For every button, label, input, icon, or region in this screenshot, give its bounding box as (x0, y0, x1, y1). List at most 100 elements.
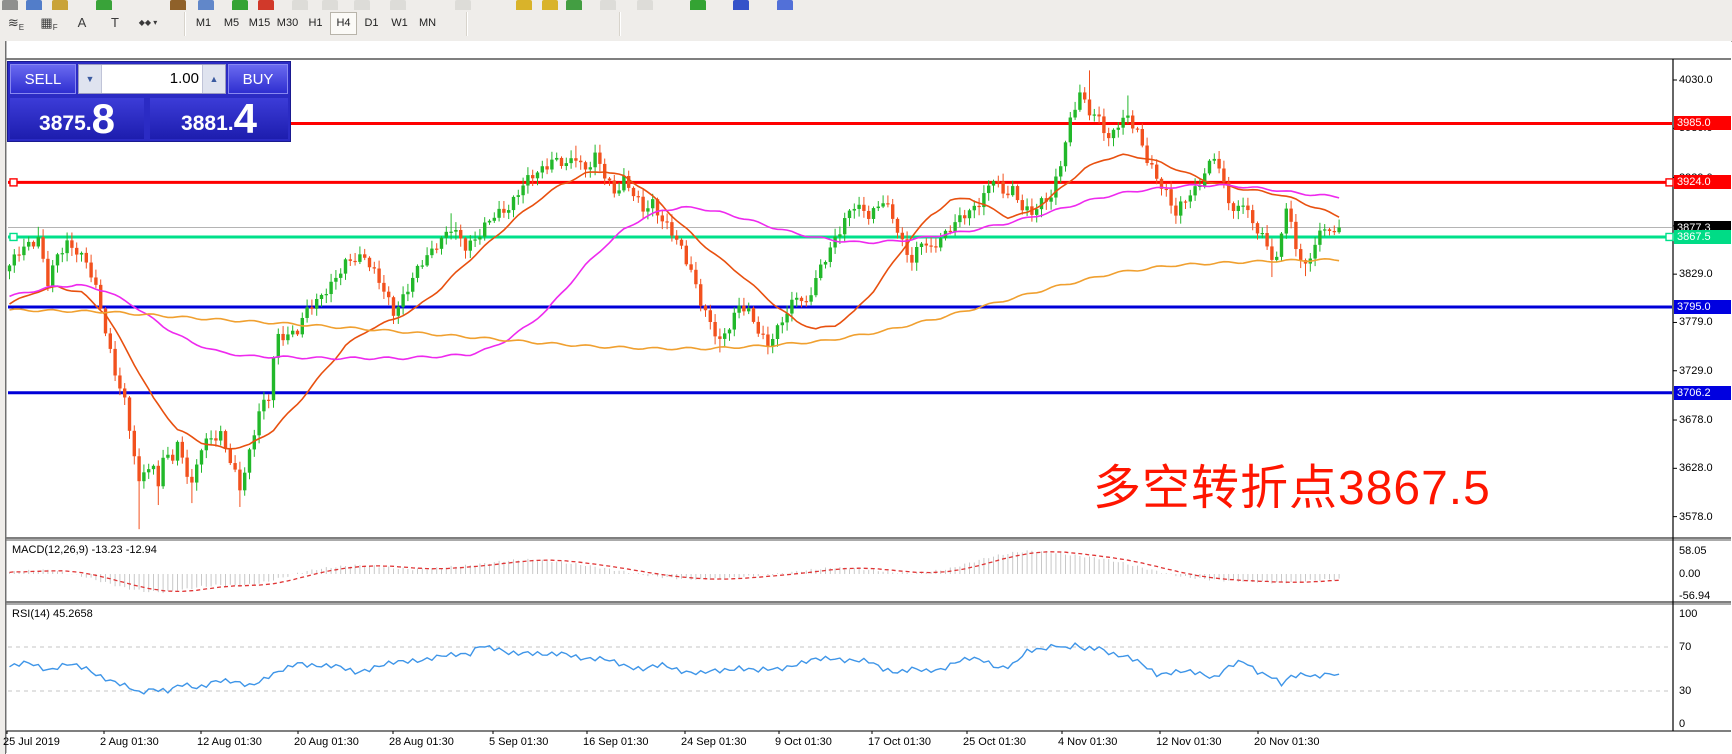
key-icon[interactable] (516, 0, 532, 10)
candle-body (651, 199, 655, 209)
candle-body (7, 265, 12, 272)
price-badge-3795.0: 3795.0 (1674, 300, 1731, 314)
candle-body (828, 247, 832, 262)
candle-body (502, 208, 506, 213)
volume-increase-button[interactable]: ▲ (202, 65, 225, 93)
candle-body (444, 231, 448, 238)
candle-body (574, 158, 578, 161)
candle-body (497, 208, 501, 218)
sell-button[interactable]: SELL (10, 64, 76, 94)
buy-button[interactable]: BUY (228, 64, 288, 94)
candle-body (939, 238, 943, 248)
toolbar-button-icon[interactable] (455, 0, 471, 10)
volume-input[interactable]: 1.00 (169, 70, 199, 87)
hline-handle[interactable] (1665, 178, 1674, 187)
candle-body (401, 294, 405, 307)
zoom-icon[interactable] (52, 0, 68, 10)
candle-body (679, 239, 684, 246)
candle-body (953, 222, 957, 233)
toolbar-separator (619, 12, 621, 36)
candle-body (564, 163, 568, 166)
candle-body (963, 215, 967, 219)
candle-body (406, 291, 410, 295)
pencil-icon[interactable] (542, 0, 558, 10)
toolbar-button-icon[interactable] (390, 0, 406, 10)
timeframe-button-w1[interactable]: W1 (391, 17, 408, 29)
history-icon[interactable] (170, 0, 186, 10)
macd-axis-label: 58.05 (1679, 545, 1707, 557)
candle-body (142, 472, 146, 482)
candle-body (780, 322, 784, 326)
candle-body (718, 336, 722, 339)
volume-decrease-button[interactable]: ▼ (79, 65, 102, 93)
crosshair-lines-icon[interactable]: ≋E (7, 15, 25, 32)
autotrade-icon[interactable] (232, 0, 248, 10)
candle-body (862, 204, 866, 211)
candle-body (1222, 168, 1226, 183)
candle-body (1020, 200, 1024, 211)
stop-icon[interactable] (258, 0, 274, 10)
buy-price-display[interactable]: 3881 . 4 (150, 98, 288, 140)
candle-body (1188, 195, 1192, 202)
text-label-icon[interactable]: A (77, 15, 87, 30)
timeframe-button-m1[interactable]: M1 (195, 17, 212, 29)
candle-body (271, 357, 276, 401)
toolbar-button-icon[interactable] (637, 0, 653, 10)
candle-body (1284, 208, 1288, 234)
chart-window-icon[interactable] (26, 0, 42, 10)
candle-body (262, 399, 266, 412)
add-icon[interactable] (96, 0, 112, 10)
hline-handle[interactable] (1665, 232, 1674, 242)
candle-body (353, 260, 357, 263)
sell-price-display[interactable]: 3875 . 8 (10, 98, 144, 140)
layers-icon[interactable] (566, 0, 582, 10)
toolbar-button-icon[interactable] (354, 0, 370, 10)
hline-handle[interactable] (9, 178, 18, 187)
timeframe-button-h4[interactable]: H4 (330, 12, 357, 35)
hline-handle[interactable] (9, 232, 18, 242)
tray-icon[interactable] (198, 0, 214, 10)
toolbar-button-icon[interactable] (600, 0, 616, 10)
candle-body (641, 196, 645, 212)
timeframe-button-h1[interactable]: H1 (308, 17, 323, 29)
new-chart-icon[interactable] (2, 0, 18, 10)
candle-body (27, 241, 31, 247)
candle-body (1135, 128, 1140, 130)
candle-body (257, 411, 261, 436)
candle-body (732, 312, 736, 330)
ellipse-tool-icon[interactable] (733, 0, 749, 10)
candle-body (737, 305, 741, 313)
candle-body (871, 208, 876, 219)
timeframe-button-mn[interactable]: MN (418, 17, 437, 29)
candle-body (171, 454, 175, 461)
candle-body (430, 248, 434, 256)
grid-icon[interactable]: ▦F (40, 15, 58, 32)
timeframe-button-m5[interactable]: M5 (223, 17, 240, 29)
one-click-trading-panel: SELL ▼ 1.00 ▲ BUY 3875 . 8 3881 . 4 (8, 62, 290, 141)
candle-body (1327, 229, 1332, 232)
timeframe-button-m15[interactable]: M15 (248, 17, 271, 29)
candle-body (180, 441, 184, 458)
candle-body (1059, 166, 1063, 177)
candle-body (526, 175, 530, 186)
candle-body (838, 234, 842, 237)
toolbar-button-icon[interactable] (292, 0, 308, 10)
rect-tool-icon[interactable] (777, 0, 793, 10)
candle-body (977, 205, 981, 208)
candle-body (415, 265, 420, 278)
shapes-dropdown-icon[interactable]: ◆◆ ▾ (138, 18, 158, 27)
candle-body (929, 245, 933, 247)
text-box-icon[interactable]: T (111, 15, 119, 30)
candle-body (823, 261, 828, 265)
timeframe-button-m30[interactable]: M30 (276, 17, 299, 29)
timeframe-button-d1[interactable]: D1 (364, 17, 379, 29)
candle-body (156, 465, 160, 487)
candle-body (199, 450, 204, 465)
candle-body (761, 333, 765, 335)
candle-body (36, 237, 40, 247)
candle-body (1015, 186, 1020, 201)
candle-body (809, 295, 813, 302)
candle-tool-icon[interactable] (690, 0, 706, 10)
toolbar-button-icon[interactable] (322, 0, 338, 10)
